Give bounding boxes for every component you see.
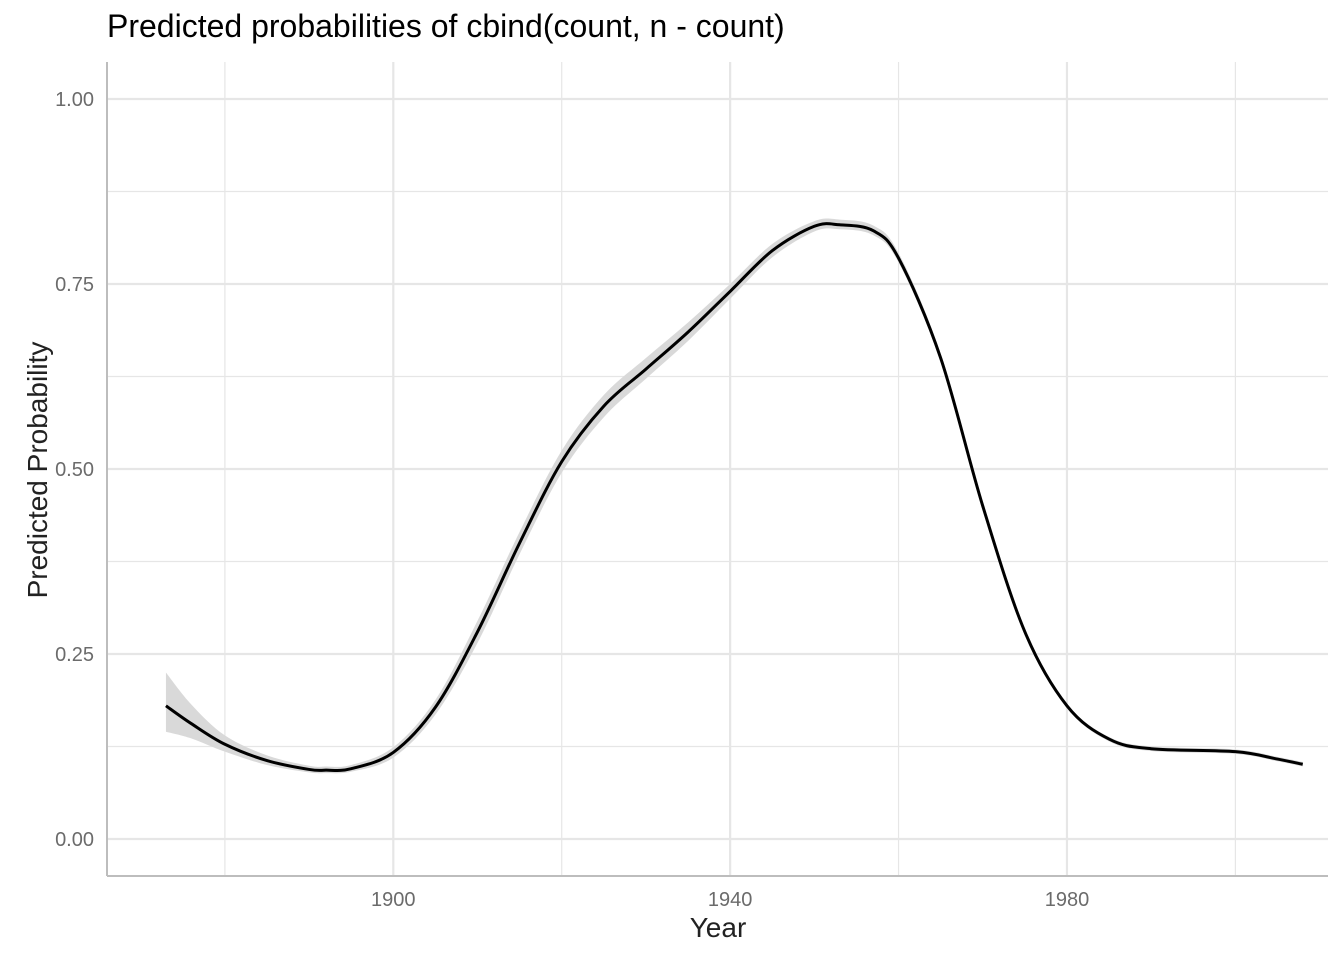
x-tick-label: 1940 [708,889,753,911]
confidence-ribbon [165,218,1303,774]
y-axis-title: Predicted Probability [22,341,53,599]
axes [106,62,1328,877]
y-tick-label: 0.50 [55,459,94,481]
series-line [165,222,1304,773]
x-axis-title: Year [689,912,747,943]
y-tick-label: 0.25 [55,644,94,666]
y-tick-label: 0.75 [55,274,94,296]
grid [107,62,1328,876]
x-tick-label: 1980 [1045,889,1090,911]
x-tick-label: 1900 [371,889,416,911]
y-tick-label: 1.00 [55,89,94,111]
tick-labels: 0.00 0.25 0.50 0.75 1.00 1900 1940 1980 [55,89,1089,911]
y-tick-label: 0.00 [55,829,94,851]
chart-title: Predicted probabilities of cbind(count, … [107,8,785,44]
